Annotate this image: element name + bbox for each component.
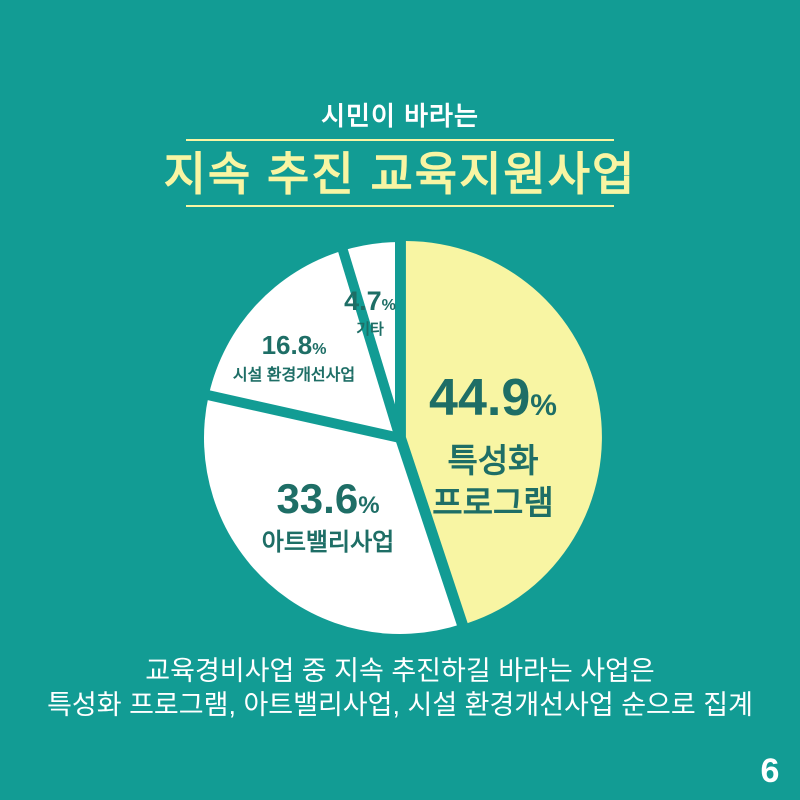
- page-title: 지속 추진 교육지원사업: [163, 148, 637, 200]
- caption-line-2: 특성화 프로그램, 아트밸리사업, 시설 환경개선사업 순으로 집계: [47, 690, 753, 720]
- page-number: 6: [760, 752, 780, 790]
- pie-slice-gap: [199, 388, 402, 443]
- slice-value: 16.8%: [194, 332, 394, 363]
- slice-value-number: 4.7: [344, 286, 382, 316]
- pie-label-etc: 4.7% 기타: [295, 288, 445, 339]
- pie-slice: [405, 241, 602, 624]
- slice-value-number: 44.9: [429, 369, 531, 427]
- slice-name: 아트밸리사업: [261, 529, 395, 556]
- summary-caption: 교육경비사업 중 지속 추진하길 바라는 사업은 특성화 프로그램, 아트밸리사…: [0, 654, 800, 722]
- percent-sign: %: [530, 389, 557, 422]
- pie-slice-gap: [335, 241, 405, 440]
- percent-sign: %: [381, 297, 396, 314]
- caption-line-1: 교육경비사업 중 지속 추진하길 바라는 사업은: [145, 656, 655, 686]
- slice-value: 33.6%: [228, 478, 428, 527]
- slice-name: 기타: [356, 321, 384, 338]
- title-divider-top: [186, 139, 614, 141]
- pie-slice-gap: [395, 436, 470, 634]
- pie-chart: [199, 234, 602, 634]
- slice-name-line-2: 프로그램: [432, 484, 554, 521]
- title-divider-bottom: [186, 205, 614, 207]
- slice-name-line-1: 특성화: [447, 442, 539, 479]
- percent-sign: %: [312, 341, 327, 358]
- percent-sign: %: [358, 492, 380, 519]
- slice-value-number: 16.8: [261, 330, 313, 360]
- pie-label-facility-improvement: 16.8% 시설 환경개선사업: [194, 332, 394, 385]
- slice-value: 44.9%: [383, 372, 603, 432]
- slice-value: 4.7%: [295, 288, 445, 319]
- slice-value-number: 33.6: [276, 475, 359, 522]
- pie-label-art-valley: 33.6% 아트밸리사업: [228, 478, 428, 556]
- pie-slice: [204, 395, 462, 634]
- page-subtitle: 시민이 바라는: [321, 101, 479, 131]
- slice-name: 시설 환경개선사업: [232, 367, 356, 384]
